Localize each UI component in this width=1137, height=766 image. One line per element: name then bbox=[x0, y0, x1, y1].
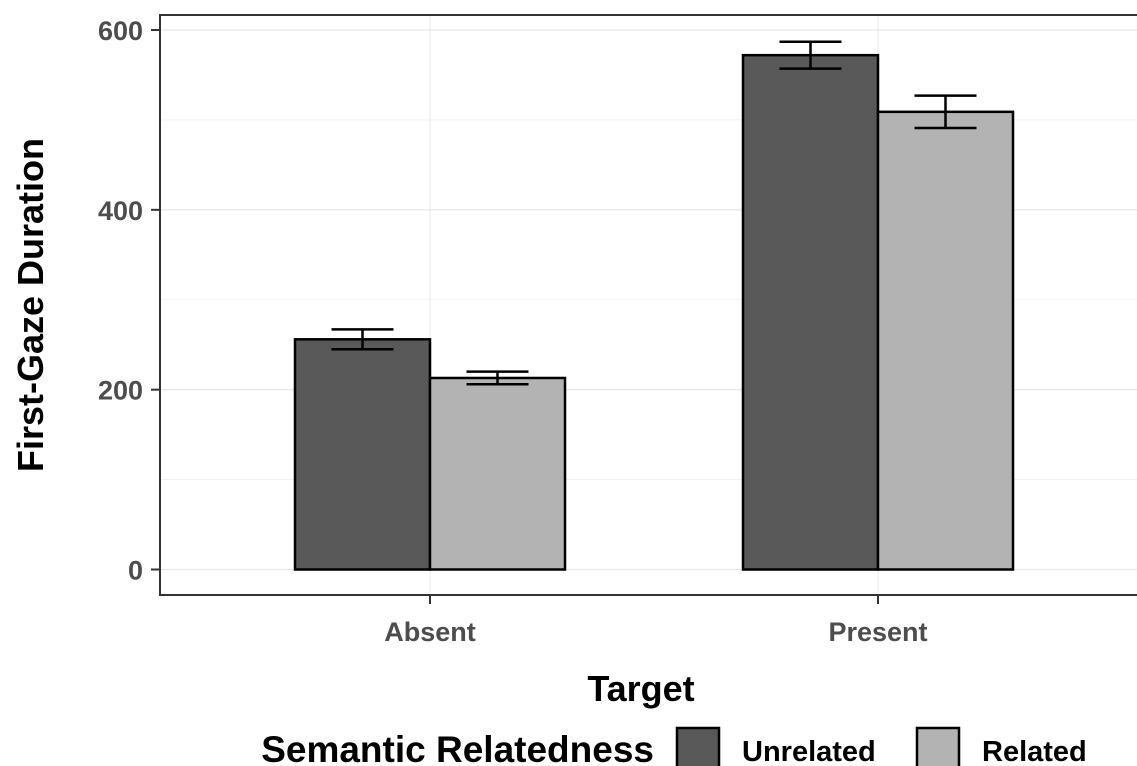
panel-border bbox=[159, 14, 1137, 596]
y-tick-label: 600 bbox=[98, 16, 143, 46]
bars bbox=[293, 53, 1015, 571]
y-axis-label: First-Gaze Duration bbox=[10, 138, 51, 472]
bar bbox=[741, 53, 880, 571]
legend-items: Unrelated Related bbox=[675, 726, 1087, 766]
bar bbox=[876, 110, 1015, 571]
x-tick-label: Present bbox=[828, 617, 927, 647]
y-axis: 0 200 400 600 bbox=[98, 16, 160, 586]
legend-label: Unrelated bbox=[742, 736, 876, 766]
y-tick-label: 400 bbox=[98, 196, 143, 226]
bar bbox=[428, 376, 567, 571]
legend-label: Related bbox=[982, 736, 1087, 766]
legend-key bbox=[675, 726, 721, 766]
y-tick-label: 0 bbox=[128, 556, 143, 586]
bar bbox=[293, 338, 432, 571]
legend-title: Semantic Relatedness bbox=[261, 729, 654, 766]
x-axis: Absent Present bbox=[384, 595, 928, 647]
y-tick-label: 200 bbox=[98, 376, 143, 406]
legend-key bbox=[915, 726, 961, 766]
x-tick-label: Absent bbox=[384, 617, 476, 647]
legend: Semantic Relatedness Unrelated Related bbox=[261, 726, 1087, 766]
error-bars bbox=[331, 40, 977, 386]
x-axis-label: Target bbox=[587, 668, 694, 709]
